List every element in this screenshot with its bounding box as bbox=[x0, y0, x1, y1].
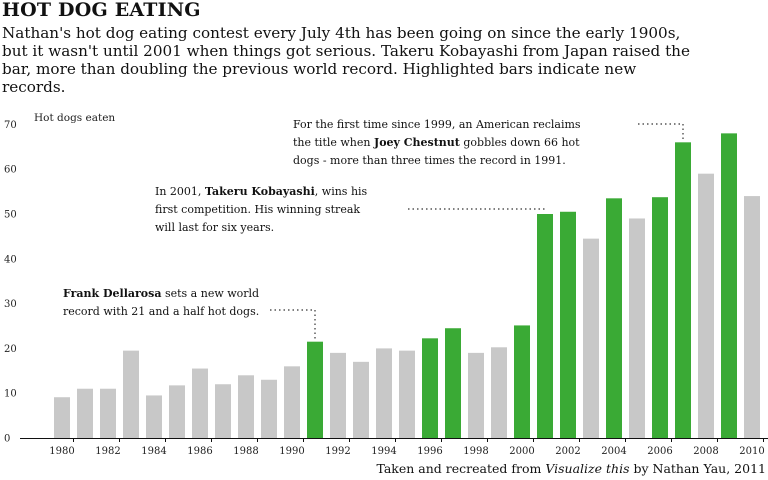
annotation-kobayashi-prefix: In 2001, bbox=[155, 185, 205, 198]
bar bbox=[169, 385, 185, 438]
x-tick-label: 1998 bbox=[463, 446, 488, 457]
annotation-kobayashi: In 2001, Takeru Kobayashi, wins his firs… bbox=[155, 183, 380, 237]
bar bbox=[468, 352, 484, 438]
y-tick-label: 0 bbox=[4, 434, 10, 445]
chart-subtitle: Nathan's hot dog eating contest every Ju… bbox=[2, 24, 690, 96]
source-prefix: Taken and recreated from bbox=[376, 461, 546, 476]
x-tick-label: 1994 bbox=[371, 446, 396, 457]
annotation-chestnut: For the first time since 1999, an Americ… bbox=[293, 116, 593, 170]
x-tick-label: 1992 bbox=[325, 446, 350, 457]
annotation-chestnut-name: Joey Chestnut bbox=[374, 136, 460, 149]
y-tick-label: 40 bbox=[4, 254, 17, 265]
y-tick-label: 10 bbox=[4, 389, 17, 400]
x-tick-label: 1980 bbox=[49, 446, 74, 457]
annotation-dellarosa-text: sets a new world record with 21 and a ha… bbox=[63, 287, 260, 318]
annotation-kobayashi-name: Takeru Kobayashi bbox=[204, 185, 315, 198]
annotation-dellarosa-name: Frank Dellarosa bbox=[63, 287, 162, 300]
x-tick-label: 1996 bbox=[417, 446, 442, 457]
bar-new-record bbox=[307, 341, 323, 438]
x-tick-label: 1990 bbox=[279, 446, 304, 457]
bar-new-record bbox=[606, 198, 622, 438]
bar bbox=[376, 348, 392, 438]
x-tick-label: 2006 bbox=[647, 446, 672, 457]
bar bbox=[146, 395, 162, 438]
bar-new-record bbox=[422, 338, 438, 438]
source-credit: Taken and recreated from Visualize this … bbox=[376, 461, 766, 476]
bar bbox=[100, 388, 116, 438]
bar bbox=[353, 361, 369, 438]
bar-new-record bbox=[652, 197, 668, 438]
annotation-kobayashi-text: , wins his first competition. His winnin… bbox=[155, 185, 368, 234]
x-tick-label: 2004 bbox=[601, 446, 626, 457]
bar bbox=[491, 347, 507, 438]
annotation-chestnut-prefix: For the first time since 1999, an Americ… bbox=[293, 118, 581, 149]
bar bbox=[629, 218, 645, 438]
bar-new-record bbox=[514, 325, 530, 438]
x-tick-label: 1984 bbox=[141, 446, 166, 457]
bar bbox=[261, 379, 277, 438]
leader-line-2007 bbox=[638, 123, 684, 140]
source-suffix: by Nathan Yau, 2011 bbox=[629, 461, 766, 476]
y-tick-label: 70 bbox=[4, 120, 17, 131]
bar-new-record bbox=[445, 328, 461, 438]
bar bbox=[238, 375, 254, 438]
bar bbox=[698, 173, 714, 438]
bar bbox=[284, 366, 300, 438]
x-tick-label: 1982 bbox=[95, 446, 120, 457]
source-book-title: Visualize this bbox=[545, 461, 630, 476]
x-tick-label: 1986 bbox=[187, 446, 212, 457]
bar-new-record bbox=[721, 133, 737, 439]
bar bbox=[123, 350, 139, 438]
y-tick-label: 60 bbox=[4, 165, 17, 176]
leader-line-2001 bbox=[408, 208, 546, 211]
x-tick-label: 1988 bbox=[233, 446, 258, 457]
y-axis-label: Hot dogs eaten bbox=[34, 112, 115, 124]
x-tick-label: 2002 bbox=[555, 446, 580, 457]
bar bbox=[583, 238, 599, 438]
bar bbox=[192, 368, 208, 438]
x-tick-label: 2010 bbox=[739, 446, 764, 457]
bar-new-record bbox=[537, 214, 553, 438]
annotation-dellarosa: Frank Dellarosa sets a new world record … bbox=[63, 285, 263, 321]
bar bbox=[54, 397, 70, 438]
bar bbox=[399, 350, 415, 438]
bar bbox=[215, 384, 231, 438]
y-tick-label: 50 bbox=[4, 210, 17, 221]
y-tick-label: 20 bbox=[4, 344, 17, 355]
bar-new-record bbox=[560, 211, 576, 438]
bar bbox=[77, 388, 93, 438]
annotation-chestnut-text: gobbles down 66 hot dogs - more than thr… bbox=[293, 136, 580, 167]
chart-title: HOT DOG EATING bbox=[2, 0, 201, 21]
x-tick-label: 2008 bbox=[693, 446, 718, 457]
bar bbox=[744, 196, 760, 438]
leader-line-1991 bbox=[270, 309, 316, 339]
y-tick-label: 30 bbox=[4, 299, 17, 310]
bar-new-record bbox=[675, 142, 691, 438]
x-tick-label: 2000 bbox=[509, 446, 534, 457]
bar bbox=[330, 352, 346, 438]
